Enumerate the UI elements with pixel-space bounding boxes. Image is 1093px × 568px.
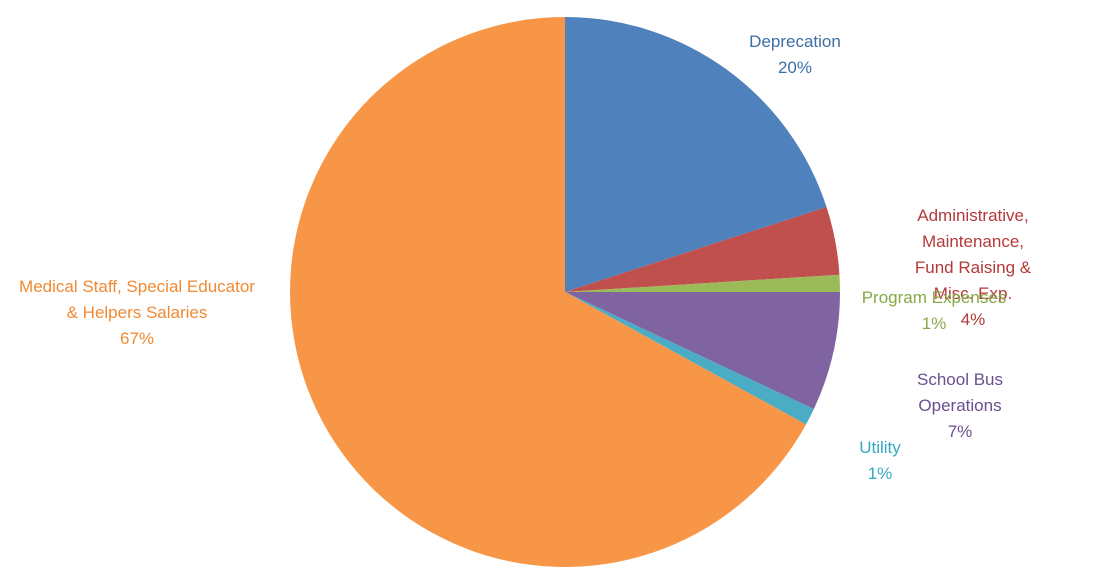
label-value: 1% [921, 314, 947, 333]
data-label: Administrative, Maintenance, Fund Raisin… [913, 203, 1033, 333]
label-name: Program Expenses [861, 288, 1007, 307]
label-value: 20% [777, 58, 813, 77]
pie-slice [565, 292, 840, 410]
label-name: Administrative, Maintenance, Fund Raisin… [914, 206, 1032, 303]
data-label: School Bus Operations 7% [894, 367, 1027, 445]
data-label: Utility 1% [859, 435, 901, 487]
label-name: Medical Staff, Special Educator & Helper… [19, 277, 255, 322]
label-name: Deprecation [749, 32, 841, 51]
pie-slice [565, 17, 827, 292]
pie-slice [565, 274, 840, 292]
pie-slice [565, 292, 814, 425]
label-name: Utility [859, 438, 901, 457]
pie-slice [565, 207, 840, 292]
data-label: Deprecation 20% [749, 29, 841, 81]
label-value: 67% [119, 329, 155, 348]
label-name: School Bus Operations [917, 370, 1003, 415]
label-value: 1% [867, 464, 893, 483]
pie-slice [290, 17, 806, 567]
label-value: 4% [960, 310, 986, 329]
label-value: 7% [947, 422, 973, 441]
data-label: Medical Staff, Special Educator & Helper… [19, 274, 255, 352]
data-label: Program Expenses 1% [862, 285, 1007, 337]
